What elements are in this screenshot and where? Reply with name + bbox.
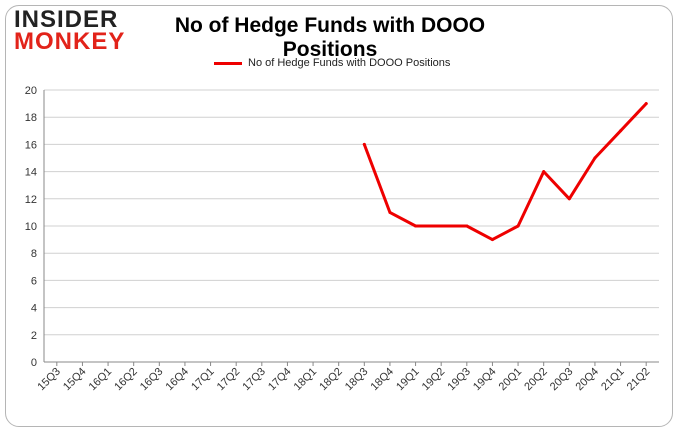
x-tick-label-20Q1: 20Q1 (497, 366, 525, 394)
data-point-19Q2 (439, 224, 443, 228)
x-tick-label-20Q4: 20Q4 (574, 366, 602, 394)
series-line-0-0 (362, 102, 648, 242)
x-tick-label-19Q2: 19Q2 (420, 366, 448, 394)
x-tick-label-16Q2: 16Q2 (112, 366, 140, 394)
x-tick-label-21Q1: 21Q1 (599, 366, 627, 394)
data-point-20Q4 (593, 156, 597, 160)
x-tick-label-18Q1: 18Q1 (292, 366, 320, 394)
y-tick-label-14: 14 (25, 167, 37, 179)
data-point-19Q1 (414, 224, 418, 228)
data-point-20Q3 (567, 197, 571, 201)
logo-top-text: INSIDER (14, 6, 119, 33)
x-tick-label-15Q4: 15Q4 (61, 366, 89, 394)
x-tick-label-16Q1: 16Q1 (87, 366, 115, 394)
y-tick-label-0: 0 (31, 357, 37, 369)
legend-swatch (214, 61, 242, 65)
logo-bottom-text: MONKEY (14, 28, 126, 55)
data-point-21Q2 (644, 102, 648, 106)
data-point-19Q3 (465, 224, 469, 228)
x-tick-label-17Q3: 17Q3 (240, 366, 268, 394)
y-tick-label-18: 18 (25, 112, 37, 124)
data-point-18Q3 (362, 142, 366, 146)
data-point-18Q4 (388, 210, 392, 214)
x-tick-label-16Q4: 16Q4 (164, 366, 192, 394)
x-tick-label-21Q2: 21Q2 (625, 366, 653, 394)
x-tick-label-18Q4: 18Q4 (369, 366, 397, 394)
y-tick-label-12: 12 (25, 194, 37, 206)
y-tick-label-16: 16 (25, 139, 37, 151)
data-point-19Q4 (490, 238, 494, 242)
x-tick-label-15Q3: 15Q3 (35, 366, 63, 394)
y-tick-label-20: 20 (25, 85, 37, 97)
x-tick-label-16Q3: 16Q3 (138, 366, 166, 394)
chart-title: No of Hedge Funds with DOOO Positions (174, 14, 486, 61)
x-tick-label-17Q4: 17Q4 (266, 366, 294, 394)
x-tick-label-19Q4: 19Q4 (471, 366, 499, 394)
legend-label: No of Hedge Funds with DOOO Positions (248, 57, 451, 69)
insider-monkey-logo: INSIDER MONKEY (14, 6, 126, 55)
x-tick-label-19Q1: 19Q1 (394, 366, 422, 394)
x-tick-label-17Q2: 17Q2 (215, 366, 243, 394)
y-tick-label-4: 4 (31, 303, 37, 315)
x-tick-label-18Q2: 18Q2 (317, 366, 345, 394)
x-tick-label-18Q3: 18Q3 (343, 366, 371, 394)
x-tick-label-17Q1: 17Q1 (189, 366, 217, 394)
y-tick-label-8: 8 (31, 248, 37, 260)
data-point-21Q1 (619, 129, 623, 133)
data-point-20Q2 (542, 170, 546, 174)
chart-frame (5, 5, 673, 427)
x-tick-label-20Q3: 20Q3 (548, 366, 576, 394)
y-tick-label-6: 6 (31, 275, 37, 287)
data-point-20Q1 (516, 224, 520, 228)
x-tick-label-20Q2: 20Q2 (522, 366, 550, 394)
chart-legend: No of Hedge Funds with DOOO Positions (214, 56, 450, 70)
y-tick-label-10: 10 (25, 221, 37, 233)
y-tick-label-2: 2 (31, 330, 37, 342)
x-tick-label-19Q3: 19Q3 (445, 366, 473, 394)
